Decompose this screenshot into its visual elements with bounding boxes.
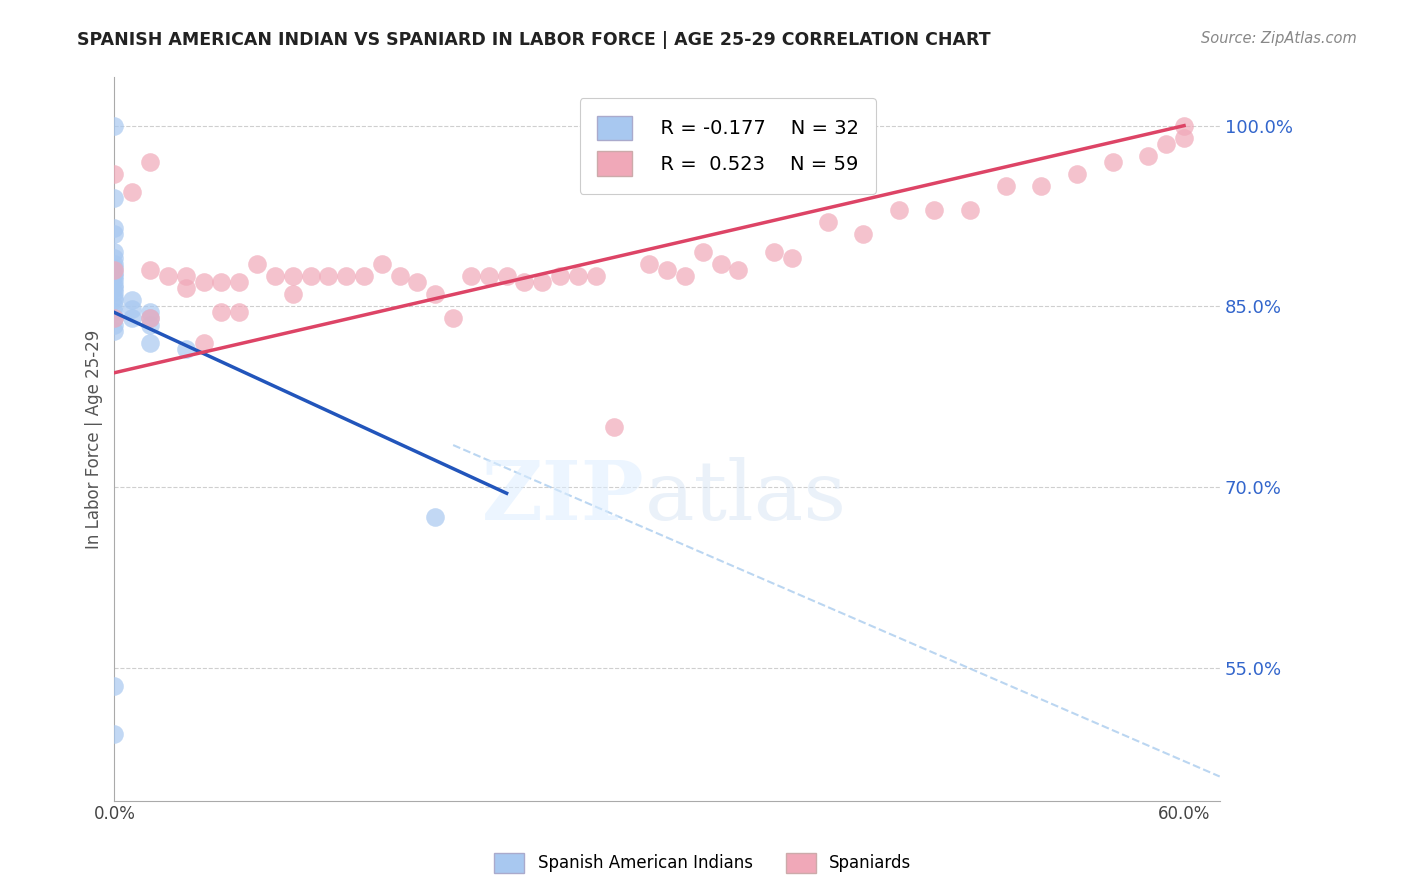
Point (121, 185, 143, 199)
Legend: Spanish American Indians, Spaniards: Spanish American Indians, Spaniards (488, 847, 918, 880)
Point (103, 269, 125, 284)
Point (193, 335, 215, 350)
Point (478, 269, 501, 284)
Point (567, 269, 589, 284)
Point (103, 293, 125, 308)
Point (139, 154, 162, 169)
Point (959, 202, 981, 217)
Legend:   R = -0.177    N = 32,   R =  0.523    N = 59: R = -0.177 N = 32, R = 0.523 N = 59 (579, 98, 876, 194)
Point (103, 245, 125, 260)
Point (103, 191, 125, 205)
Point (531, 276, 554, 290)
Y-axis label: In Labor Force | Age 25-29: In Labor Force | Age 25-29 (86, 329, 103, 549)
Point (441, 311, 464, 326)
Point (103, 311, 125, 326)
Point (139, 311, 162, 326)
Point (299, 269, 322, 284)
Point (103, 260, 125, 275)
Point (103, 305, 125, 319)
Point (852, 227, 875, 241)
Point (318, 269, 340, 284)
Point (495, 269, 517, 284)
Point (103, 281, 125, 295)
Point (673, 269, 696, 284)
Point (353, 269, 375, 284)
Point (139, 305, 162, 319)
Point (817, 215, 839, 229)
Point (246, 257, 269, 271)
Point (103, 285, 125, 299)
Point (281, 269, 304, 284)
Point (139, 311, 162, 326)
Point (121, 311, 143, 326)
Point (139, 318, 162, 332)
Point (371, 257, 394, 271)
Point (228, 305, 250, 319)
Point (1066, 167, 1088, 181)
Point (1137, 149, 1160, 163)
Point (103, 300, 125, 314)
Text: atlas: atlas (645, 457, 846, 537)
Point (1101, 154, 1123, 169)
Point (1173, 130, 1195, 145)
Point (263, 269, 285, 284)
Point (103, 318, 125, 332)
Point (174, 342, 197, 356)
Point (281, 287, 304, 301)
Point (103, 324, 125, 338)
Point (103, 727, 125, 741)
Point (121, 293, 143, 308)
Point (156, 269, 179, 284)
Text: Source: ZipAtlas.com: Source: ZipAtlas.com (1201, 31, 1357, 46)
Text: ZIP: ZIP (482, 457, 645, 537)
Point (103, 277, 125, 292)
Point (103, 273, 125, 287)
Point (887, 202, 910, 217)
Point (139, 335, 162, 350)
Point (655, 263, 678, 277)
Point (174, 281, 197, 295)
Point (103, 221, 125, 235)
Point (103, 290, 125, 304)
Point (780, 252, 803, 266)
Point (763, 245, 786, 260)
Point (209, 276, 232, 290)
Point (1031, 178, 1053, 193)
Point (692, 245, 714, 260)
Point (709, 257, 731, 271)
Point (924, 202, 946, 217)
Point (548, 269, 571, 284)
Point (103, 252, 125, 266)
Point (602, 420, 624, 434)
Point (1173, 119, 1195, 133)
Point (727, 263, 749, 277)
Point (513, 276, 536, 290)
Text: SPANISH AMERICAN INDIAN VS SPANIARD IN LABOR FORCE | AGE 25-29 CORRELATION CHART: SPANISH AMERICAN INDIAN VS SPANIARD IN L… (77, 31, 991, 49)
Point (139, 263, 162, 277)
Point (103, 263, 125, 277)
Point (193, 276, 215, 290)
Point (994, 178, 1017, 193)
Point (209, 305, 232, 319)
Point (103, 167, 125, 181)
Point (103, 266, 125, 280)
Point (103, 679, 125, 693)
Point (121, 301, 143, 316)
Point (406, 276, 429, 290)
Point (103, 311, 125, 326)
Point (638, 257, 661, 271)
Point (174, 269, 197, 284)
Point (388, 269, 411, 284)
Point (103, 227, 125, 241)
Point (1154, 136, 1177, 151)
Point (425, 287, 447, 301)
Point (228, 276, 250, 290)
Point (103, 257, 125, 271)
Point (460, 269, 482, 284)
Point (335, 269, 357, 284)
Point (425, 510, 447, 524)
Point (585, 269, 607, 284)
Point (103, 119, 125, 133)
